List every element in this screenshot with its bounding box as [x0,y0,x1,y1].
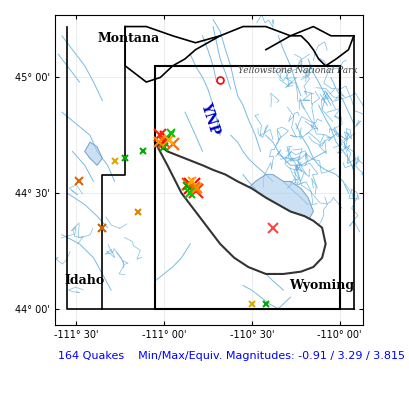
Bar [155,66,339,309]
Polygon shape [230,204,255,235]
Text: YNP: YNP [197,101,221,137]
Polygon shape [155,142,325,274]
Polygon shape [85,142,102,165]
Text: 164 Quakes    Min/Max/Equiv. Magnitudes: -0.91 / 3.29 / 3.815: 164 Quakes Min/Max/Equiv. Magnitudes: -0… [58,351,404,361]
Text: Yellowstone National Park: Yellowstone National Park [237,66,357,75]
Text: Montana: Montana [97,32,160,45]
Text: Idaho: Idaho [65,274,105,287]
Text: Wyoming: Wyoming [289,279,354,292]
Polygon shape [243,174,312,244]
